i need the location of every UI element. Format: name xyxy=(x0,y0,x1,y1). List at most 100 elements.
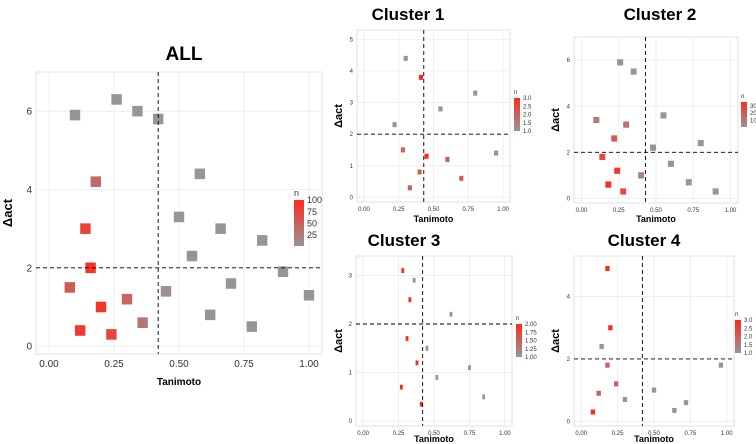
legend-title: n xyxy=(514,90,517,96)
density-bin xyxy=(90,176,101,187)
y-axis-label: Δact xyxy=(333,104,345,128)
x-tick-label: 0.00 xyxy=(39,359,59,370)
density-bin xyxy=(672,407,677,413)
density-bin xyxy=(494,150,499,156)
chart-title: Cluster 3 xyxy=(368,231,441,250)
y-tick-label: 2 xyxy=(567,150,571,156)
density-bin xyxy=(685,179,692,186)
x-tick-label: 0.00 xyxy=(575,431,587,437)
x-axis-label: Tanimoto xyxy=(414,214,454,224)
x-tick-label: 1.00 xyxy=(299,359,319,370)
legend-tick-label: 1.0 xyxy=(744,351,753,357)
x-axis-label: Tanimoto xyxy=(414,434,454,444)
density-bin xyxy=(246,321,257,332)
x-tick-label: 0.75 xyxy=(687,208,699,214)
density-bin xyxy=(173,211,185,223)
density-bin xyxy=(392,122,397,128)
legend-tick-label: 2.0 xyxy=(744,335,753,341)
density-bin xyxy=(399,384,403,390)
density-bin xyxy=(215,223,226,234)
legend-tick-label: 3.0 xyxy=(523,96,532,102)
density-bin xyxy=(608,325,613,331)
density-bin xyxy=(405,336,409,341)
density-bin xyxy=(95,301,107,313)
legend-colorbar xyxy=(516,324,522,357)
legend-tick-label: 25 xyxy=(307,230,317,240)
x-axis-label: Tanimoto xyxy=(634,434,674,444)
x-axis-label: Tanimoto xyxy=(636,214,676,224)
y-axis-label: Δact xyxy=(550,108,562,132)
density-bin xyxy=(225,278,237,289)
x-tick-label: 1.00 xyxy=(497,207,509,213)
legend-tick-label: 2.5 xyxy=(744,326,753,332)
y-tick-label: 4 xyxy=(567,104,571,110)
density-bin xyxy=(132,105,143,117)
density-bin xyxy=(683,400,689,406)
density-bin xyxy=(205,309,216,321)
y-tick-label: 2 xyxy=(350,132,354,138)
legend-tick-label: 1.25 xyxy=(525,347,537,353)
y-tick-label: 0 xyxy=(567,196,571,202)
density-bin xyxy=(599,153,606,161)
x-tick-label: 0.75 xyxy=(462,207,474,213)
legend-tick-label: 30 xyxy=(750,104,756,110)
x-tick-label: 0.00 xyxy=(576,208,588,214)
density-bin xyxy=(614,381,619,387)
density-bin xyxy=(303,289,315,301)
density-bin xyxy=(435,375,439,380)
chart-title: ALL xyxy=(166,44,203,65)
density-bin xyxy=(194,168,205,180)
legend-tick-label: 75 xyxy=(307,207,317,217)
y-tick-label: 4 xyxy=(26,185,32,196)
density-bin xyxy=(401,268,405,273)
density-bin xyxy=(417,169,422,175)
density-bin xyxy=(596,390,601,396)
x-tick-label: 1.00 xyxy=(725,208,737,214)
panel-c4: Cluster 4 0.00 0.25 0.50 0.75 1.00 0 2 4 Tanimoto… xyxy=(550,231,753,444)
x-tick-label: 0.00 xyxy=(358,207,370,213)
x-tick-label: 0.75 xyxy=(234,359,254,370)
x-tick-label: 0.25 xyxy=(612,431,624,437)
density-bin xyxy=(622,396,628,402)
density-bin xyxy=(106,329,117,340)
legend-tick-label: 1.75 xyxy=(525,330,537,336)
density-bin xyxy=(425,345,429,351)
x-tick-label: 0.50 xyxy=(428,207,440,213)
density-bin xyxy=(605,181,612,188)
density-bin xyxy=(64,282,75,293)
density-bin xyxy=(449,311,453,317)
x-tick-label: 1.00 xyxy=(499,431,511,437)
legend-title: n xyxy=(294,188,299,198)
density-bin xyxy=(419,401,423,407)
legend-tick-label: 20 xyxy=(750,111,756,117)
density-bin xyxy=(418,74,424,80)
y-tick-label: 2 xyxy=(567,357,571,363)
x-tick-label: 0.25 xyxy=(393,431,405,437)
y-axis-label: Δact xyxy=(333,329,345,353)
y-tick-label: 0 xyxy=(349,419,353,425)
legend-title: n xyxy=(735,312,738,318)
x-tick-label: 0.50 xyxy=(648,431,660,437)
density-bin xyxy=(482,394,486,400)
x-axis-label: Tanimoto xyxy=(157,377,201,388)
density-bin xyxy=(667,160,674,167)
x-tick-label: 1.00 xyxy=(721,431,733,437)
x-tick-label: 0.25 xyxy=(104,359,124,370)
density-bin xyxy=(257,235,268,246)
legend-colorbar xyxy=(294,200,304,246)
legend-tick-label: 50 xyxy=(307,218,317,228)
density-bin xyxy=(80,223,91,234)
legend-tick-label: 1.00 xyxy=(525,355,537,361)
legend-title: n xyxy=(516,316,519,322)
x-tick-label: 0.25 xyxy=(393,207,405,213)
y-tick-label: 0 xyxy=(350,195,354,201)
legend-tick-label: 2.00 xyxy=(525,322,537,328)
density-bin xyxy=(412,277,416,283)
density-bin xyxy=(75,325,86,336)
density-bin xyxy=(160,286,172,297)
y-tick-label: 3 xyxy=(350,101,354,107)
x-tick-label: 0.75 xyxy=(464,431,476,437)
legend-title: n xyxy=(741,94,744,100)
panel-c1: Cluster 1 0.00 0.25 0.50 0.75 1.00 0 1 2 3 4 5 Tanim… xyxy=(333,5,532,224)
